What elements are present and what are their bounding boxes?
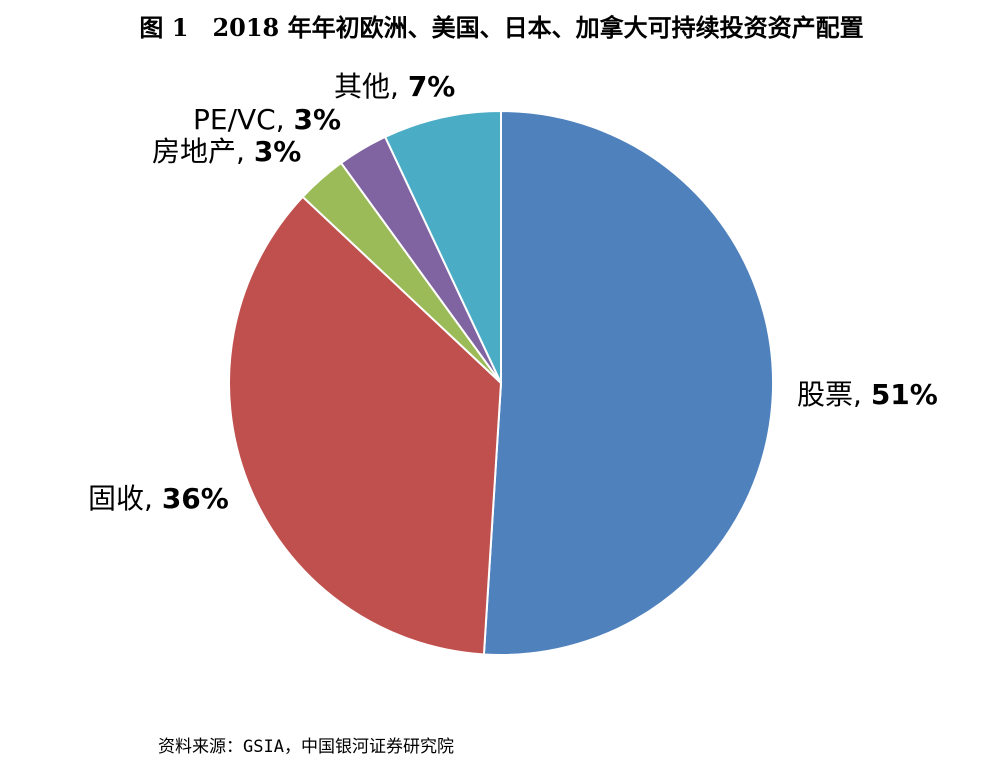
slice-label: 股票, 51% [797,378,938,411]
pie-slice [227,195,503,656]
slice-label: 固收, 36% [88,482,229,515]
slice-label: 房地产, 3% [152,135,301,168]
slice-label: PE/VC, 3% [193,103,341,136]
pie-slice [482,109,775,656]
pie-labels: 股票, 51% 固收, 36% 房地产, 3%PE/VC, 3%其他, 7% [88,70,938,515]
slice-label: 其他, 7% [334,70,455,103]
pie-slice [383,109,502,384]
figure-title: 图 1 2018 年年初欧洲、美国、日本、加拿大可持续投资资产配置 [139,13,864,42]
source-note: 资料来源：GSIA，中国银河证券研究院 [158,737,454,757]
pie-slices [227,109,775,656]
